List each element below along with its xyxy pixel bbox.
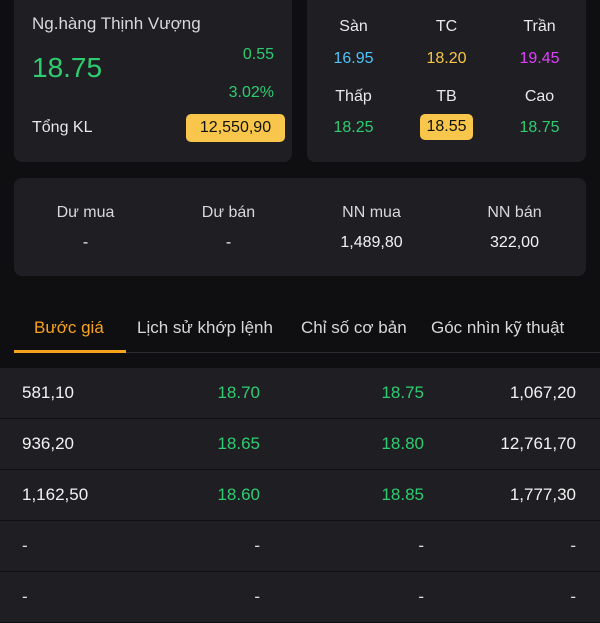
reference-label: TC bbox=[400, 18, 493, 36]
stock-summary-card: Ng.hàng Thịnh Vượng 18.75 0.55 3.02% Tổn… bbox=[14, 0, 292, 162]
floor-price: 16.95 bbox=[307, 50, 400, 68]
ask-volume: - bbox=[570, 587, 576, 607]
table-row: 581,10 18.70 18.75 1,067,20 bbox=[0, 368, 600, 419]
bid-price: 18.60 bbox=[170, 485, 260, 505]
bid-volume: - bbox=[22, 536, 28, 556]
high-price: 18.75 bbox=[493, 119, 586, 137]
bid-surplus-value: - bbox=[14, 234, 157, 252]
total-volume-badge: 12,550,90 bbox=[186, 114, 285, 142]
tab-fundamentals[interactable]: Chỉ số cơ bản bbox=[301, 318, 407, 338]
foreign-buy-value: 1,489,80 bbox=[300, 234, 443, 252]
ask-price: 18.85 bbox=[334, 485, 424, 505]
ask-surplus-label: Dư bán bbox=[157, 204, 300, 222]
ask-price: 18.75 bbox=[334, 383, 424, 403]
bid-volume: 581,10 bbox=[22, 383, 74, 403]
bid-volume: 936,20 bbox=[22, 434, 74, 454]
reference-price: 18.20 bbox=[400, 50, 493, 68]
bid-price: 18.65 bbox=[170, 434, 260, 454]
table-row: 1,162,50 18.60 18.85 1,777,30 bbox=[0, 470, 600, 521]
bid-price: - bbox=[170, 536, 260, 556]
ask-price: - bbox=[334, 536, 424, 556]
tab-technical-view[interactable]: Góc nhìn kỹ thuật bbox=[431, 318, 564, 338]
active-tab-indicator bbox=[14, 350, 126, 353]
total-volume-label: Tổng KL bbox=[32, 119, 92, 137]
ceiling-price: 19.45 bbox=[493, 50, 586, 68]
ask-volume: 12,761,70 bbox=[500, 434, 576, 454]
market-stats-card: Dư mua Dư bán NN mua NN bán - - 1,489,80… bbox=[14, 178, 586, 276]
price-change: 0.55 bbox=[243, 46, 274, 64]
average-label: TB bbox=[400, 88, 493, 106]
foreign-buy-label: NN mua bbox=[300, 204, 443, 222]
detail-tabs: Bước giá Lịch sử khớp lệnh Chỉ số cơ bản… bbox=[14, 300, 600, 353]
foreign-sell-label: NN bán bbox=[443, 204, 586, 222]
average-price-wrap: 18.55 bbox=[400, 114, 493, 140]
bid-surplus-label: Dư mua bbox=[14, 204, 157, 222]
tab-match-history[interactable]: Lịch sử khớp lệnh bbox=[137, 318, 273, 338]
table-row: 936,20 18.65 18.80 12,761,70 bbox=[0, 419, 600, 470]
table-row: - - - - bbox=[0, 521, 600, 572]
current-price: 18.75 bbox=[32, 52, 102, 84]
bid-volume: 1,162,50 bbox=[22, 485, 88, 505]
ask-volume: 1,067,20 bbox=[510, 383, 576, 403]
ask-price: 18.80 bbox=[334, 434, 424, 454]
average-price-badge: 18.55 bbox=[420, 114, 472, 140]
ask-surplus-value: - bbox=[157, 234, 300, 252]
ask-volume: - bbox=[570, 536, 576, 556]
ask-price: - bbox=[334, 587, 424, 607]
high-label: Cao bbox=[493, 88, 586, 106]
ceiling-label: Trần bbox=[493, 18, 586, 36]
floor-label: Sàn bbox=[307, 18, 400, 36]
price-change-percent: 3.02% bbox=[229, 84, 274, 102]
bid-price: - bbox=[170, 587, 260, 607]
low-price: 18.25 bbox=[307, 119, 400, 137]
order-book-table: 581,10 18.70 18.75 1,067,20 936,20 18.65… bbox=[0, 368, 600, 623]
table-row: - - - - bbox=[0, 572, 600, 623]
bid-price: 18.70 bbox=[170, 383, 260, 403]
foreign-sell-value: 322,00 bbox=[443, 234, 586, 252]
tab-price-steps[interactable]: Bước giá bbox=[34, 318, 104, 338]
stock-name: Ng.hàng Thịnh Vượng bbox=[32, 14, 201, 34]
price-reference-card: Sàn TC Trần 16.95 18.20 19.45 Thấp TB Ca… bbox=[307, 0, 586, 162]
ask-volume: 1,777,30 bbox=[510, 485, 576, 505]
low-label: Thấp bbox=[307, 88, 400, 106]
bid-volume: - bbox=[22, 587, 28, 607]
